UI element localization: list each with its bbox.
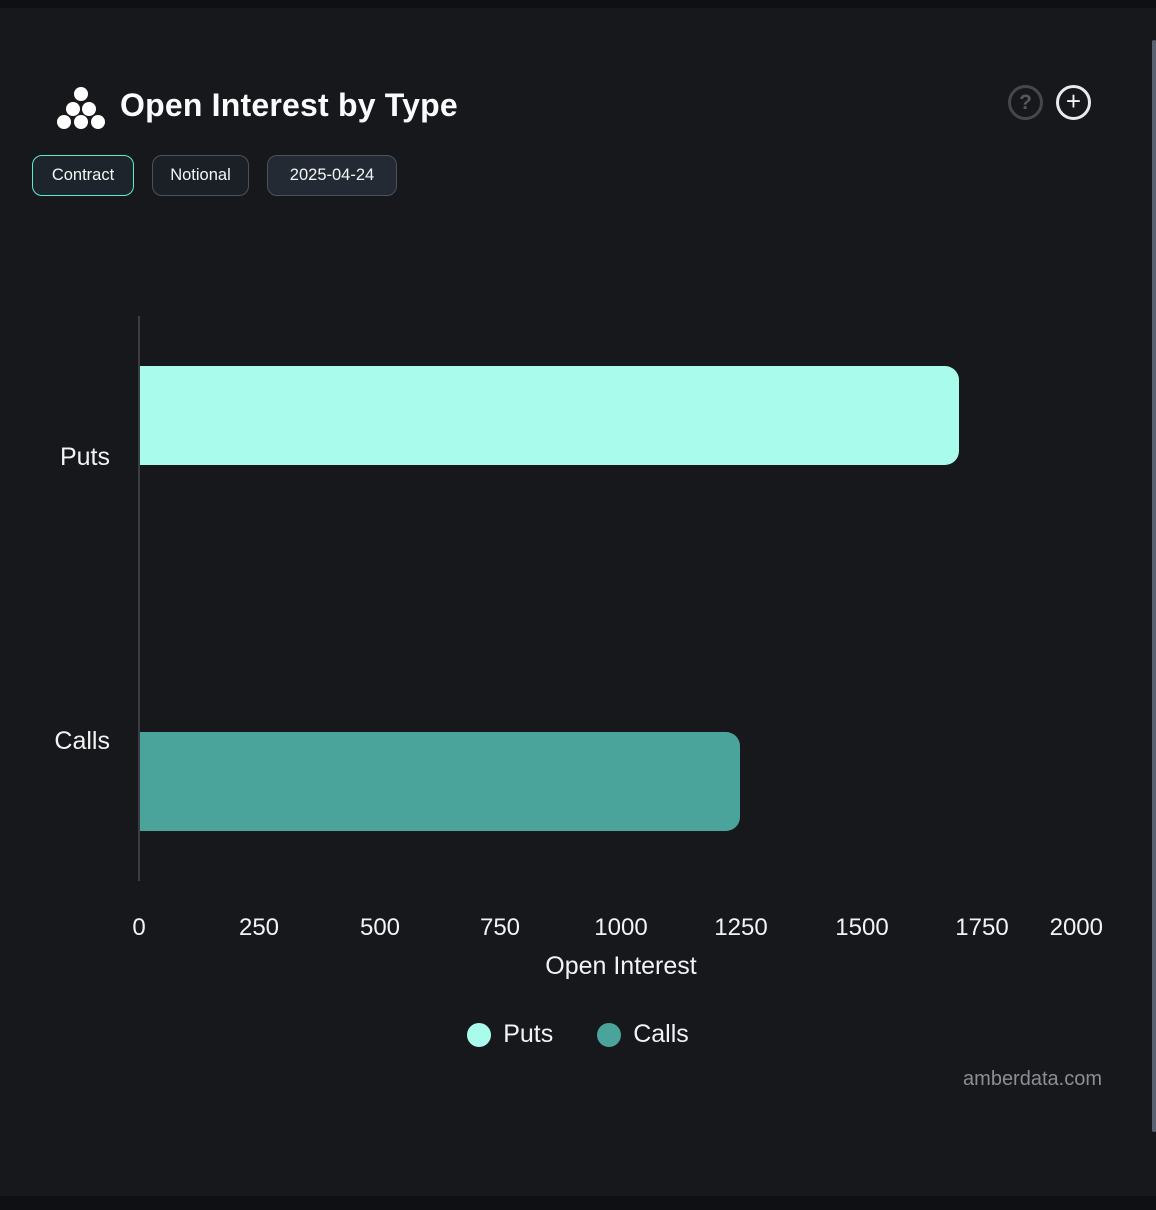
plus-glyph: + — [1065, 85, 1082, 116]
x-tick-label: 0 — [132, 914, 146, 941]
x-tick-label: 1000 — [594, 914, 648, 941]
x-tick-label: 1750 — [955, 914, 1009, 941]
y-axis-label-calls: Calls — [54, 727, 110, 755]
x-tick-label: 1500 — [835, 914, 889, 941]
amberdata-logo-icon — [57, 87, 105, 129]
notional-toggle-button[interactable]: Notional — [152, 155, 249, 196]
legend-label: Puts — [503, 1020, 554, 1048]
x-tick-label: 500 — [359, 914, 401, 941]
legend-label: Calls — [633, 1020, 689, 1048]
help-icon[interactable]: ? — [1008, 85, 1043, 120]
x-tick-label: 250 — [238, 914, 280, 941]
watermark: amberdata.com — [963, 1068, 1102, 1090]
y-axis-line — [138, 316, 140, 881]
legend-item-puts[interactable]: Puts — [467, 1020, 553, 1049]
bar-calls[interactable] — [140, 732, 740, 831]
help-glyph: ? — [1019, 90, 1032, 114]
add-icon[interactable]: + — [1056, 85, 1091, 120]
scrollbar-thumb[interactable] — [1152, 40, 1156, 1132]
chart-legend: Puts Calls — [0, 1020, 1156, 1049]
x-tick-label: 1250 — [714, 914, 768, 941]
legend-dot-calls-icon — [597, 1022, 622, 1047]
page-title: Open Interest by Type — [120, 87, 458, 123]
x-axis-title: Open Interest — [545, 952, 697, 980]
date-selector-button[interactable]: 2025-04-24 — [267, 155, 397, 196]
legend-dot-puts-icon — [467, 1022, 492, 1047]
bar-puts[interactable] — [140, 366, 959, 465]
y-axis-label-puts: Puts — [59, 443, 110, 471]
contract-toggle-button[interactable]: Contract — [32, 155, 134, 196]
x-tick-label: 2000 — [1049, 914, 1103, 941]
x-tick-label: 750 — [479, 914, 521, 941]
chart-panel: Open Interest by Type ? + Contract Notio… — [0, 8, 1156, 1196]
legend-item-calls[interactable]: Calls — [597, 1020, 689, 1049]
